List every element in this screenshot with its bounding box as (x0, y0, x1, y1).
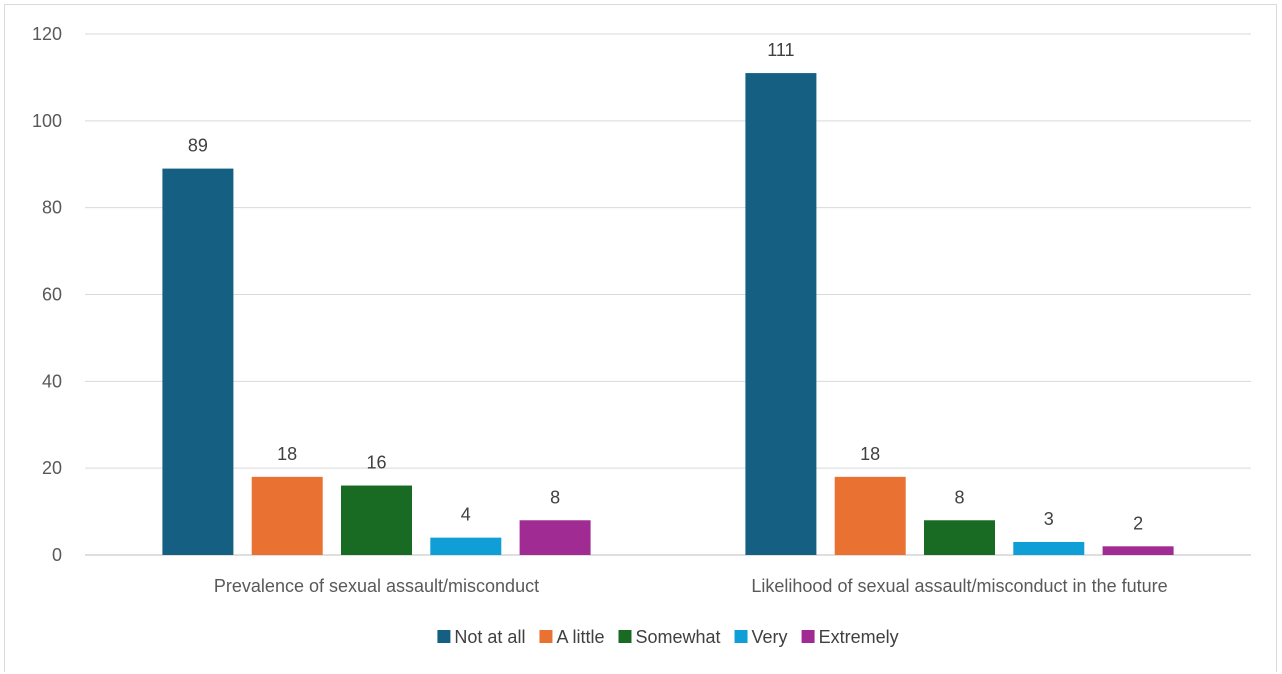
bar-somewhat (924, 520, 995, 555)
legend-label: Not at all (454, 627, 525, 647)
bar-not-at-all (745, 73, 817, 555)
legend-swatch-very (734, 630, 748, 643)
bar-very (1013, 541, 1085, 555)
legend-swatch-a-little (539, 630, 553, 643)
y-tick-label: 60 (42, 285, 62, 305)
bars (162, 73, 1174, 555)
category-label: Prevalence of sexual assault/misconduct (214, 576, 539, 596)
legend-label: Very (752, 627, 788, 647)
y-tick-label: 120 (32, 24, 62, 44)
legend-label: A little (556, 627, 604, 647)
bar-a-little (834, 476, 906, 555)
category-labels: Prevalence of sexual assault/misconduct L… (214, 576, 1168, 596)
category-label: Likelihood of sexual assault/misconduct … (751, 576, 1167, 596)
data-label: 3 (1044, 509, 1054, 529)
data-label: 18 (860, 444, 880, 464)
bar-not-at-all (162, 168, 234, 555)
data-label: 89 (188, 136, 208, 156)
y-tick-label: 100 (32, 111, 62, 131)
y-tick-label: 20 (42, 458, 62, 478)
y-tick-label: 80 (42, 198, 62, 218)
legend-swatch-somewhat (618, 630, 632, 643)
y-tick-label: 40 (42, 371, 62, 391)
bar-extremely (1102, 546, 1174, 555)
bar-somewhat (341, 485, 412, 555)
data-label: 18 (277, 444, 297, 464)
bar-very (430, 537, 502, 555)
legend-swatch-not-at-all (437, 630, 451, 643)
data-labels: 89 18 16 4 8 111 18 8 3 2 (188, 40, 1143, 533)
data-label: 2 (1133, 513, 1143, 533)
bar-extremely (519, 520, 591, 555)
data-label: 16 (366, 453, 386, 473)
bar-a-little (251, 476, 323, 555)
data-label: 4 (461, 505, 471, 525)
legend-label: Extremely (819, 627, 899, 647)
y-tick-label: 0 (52, 545, 62, 565)
data-label: 8 (954, 487, 964, 507)
legend-label: Somewhat (635, 627, 720, 647)
data-label: 111 (767, 40, 794, 60)
legend: Not at all A little Somewhat Very Extremely (437, 627, 899, 647)
y-axis-ticks: 0 20 40 60 80 100 120 (32, 24, 62, 565)
data-label: 8 (550, 487, 560, 507)
legend-swatch-extremely (801, 630, 815, 643)
